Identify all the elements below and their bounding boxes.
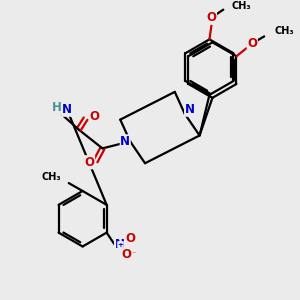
Text: ⁻: ⁻ bbox=[131, 249, 136, 258]
Text: N: N bbox=[115, 238, 124, 251]
Text: O: O bbox=[206, 11, 216, 24]
Text: O: O bbox=[125, 232, 135, 245]
Text: N: N bbox=[184, 103, 195, 116]
Text: N: N bbox=[120, 135, 130, 148]
Text: O: O bbox=[89, 110, 100, 123]
Text: O: O bbox=[122, 248, 131, 261]
Text: O: O bbox=[247, 37, 257, 50]
Text: CH₃: CH₃ bbox=[231, 1, 251, 11]
Text: H: H bbox=[52, 101, 62, 114]
Text: O: O bbox=[85, 156, 94, 169]
Text: CH₃: CH₃ bbox=[274, 26, 294, 36]
Text: N: N bbox=[62, 103, 72, 116]
Text: +: + bbox=[118, 242, 124, 248]
Text: CH₃: CH₃ bbox=[41, 172, 61, 182]
